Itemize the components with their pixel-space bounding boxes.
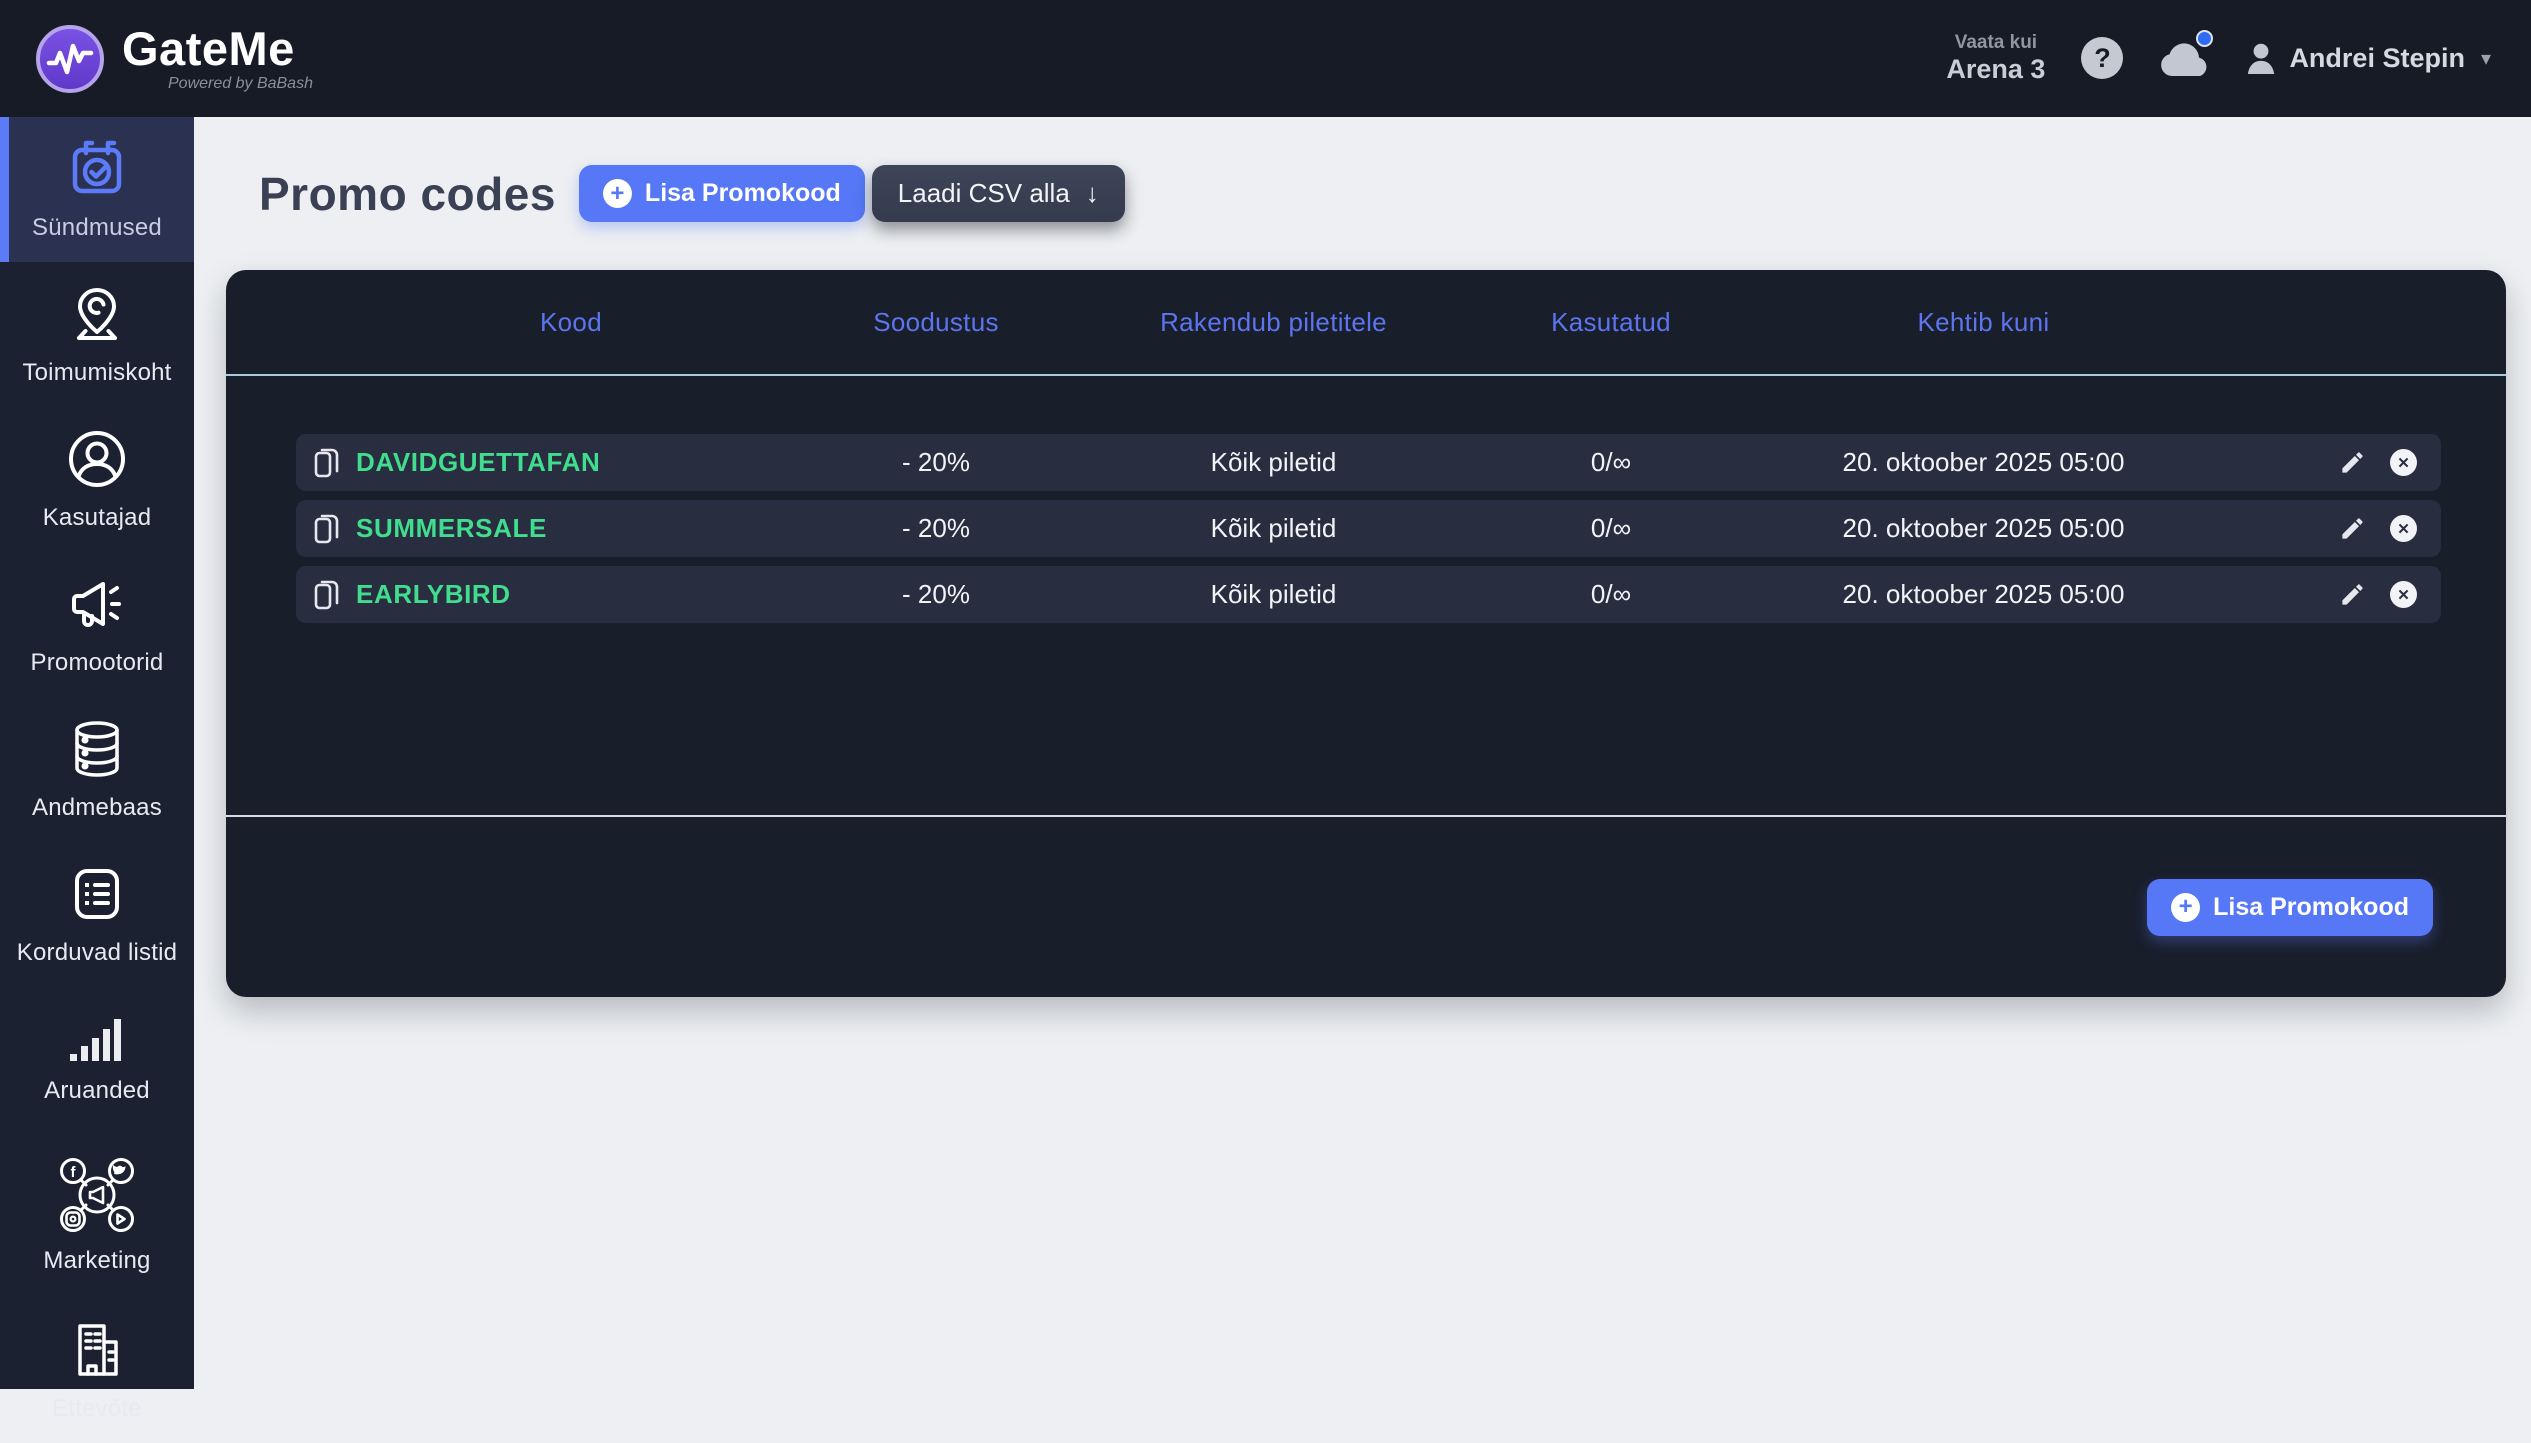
- view-as-value: Arena 3: [1946, 53, 2046, 84]
- promo-used: 0/∞: [1590, 513, 1632, 543]
- download-csv-label: Laadi CSV alla: [897, 178, 1070, 208]
- sidebar-item-label: Sündmused: [32, 214, 162, 241]
- sidebar-item-kasutajad[interactable]: Kasutajad: [0, 407, 194, 552]
- cloud-glyph: [2161, 43, 2207, 77]
- column-header-kehtib: Kehtib kuni: [1917, 306, 2050, 337]
- chevron-down-icon: ▾: [2480, 47, 2491, 70]
- add-promocode-button[interactable]: + Lisa Promokood: [578, 165, 865, 222]
- edit-icon[interactable]: [2339, 515, 2366, 542]
- plus-circle-icon: +: [602, 179, 632, 208]
- calendar-check-icon: [65, 137, 129, 201]
- column-header-rakendub: Rakendub piletitele: [1160, 306, 1387, 337]
- sidebar-item-label: Toimumiskoht: [22, 359, 172, 386]
- close-glyph: ✕: [2397, 454, 2410, 472]
- main-content: Promo codes + Lisa Promokood Laadi CSV a…: [194, 117, 2531, 1389]
- promo-applies: Kõik piletid: [1210, 447, 1337, 477]
- copy-icon[interactable]: [296, 511, 356, 547]
- sidebar: Sündmused Toimumiskoht Kasutajad: [0, 117, 194, 1422]
- edit-icon[interactable]: [2339, 449, 2366, 476]
- user-circle-icon: [65, 427, 129, 491]
- brand-tagline: Powered by BaBash: [168, 75, 313, 92]
- building-icon: [65, 1318, 129, 1382]
- sidebar-item-marketing[interactable]: f Marketing: [0, 1132, 194, 1298]
- promo-valid-until: 20. oktoober 2025 05:00: [1842, 447, 2125, 477]
- column-header-kood: Kood: [540, 306, 602, 337]
- sidebar-item-label: Kasutajad: [42, 504, 152, 531]
- sidebar-item-korduvad-listid[interactable]: Korduvad listid: [0, 842, 194, 987]
- notification-badge: [2196, 30, 2214, 48]
- sidebar-item-label: Marketing: [43, 1246, 151, 1274]
- edit-icon[interactable]: [2339, 581, 2366, 608]
- cloud-sync-icon[interactable]: [2159, 30, 2214, 78]
- sidebar-item-label: Promootorid: [30, 649, 164, 676]
- user-menu[interactable]: Andrei Stepin ▾: [2247, 42, 2491, 75]
- sidebar-item-aruanded[interactable]: Aruanded: [0, 987, 194, 1132]
- footer-divider: [226, 815, 2506, 817]
- sidebar-item-sundmused[interactable]: Sündmused: [0, 117, 194, 262]
- brand-name: GateMe: [122, 22, 295, 75]
- close-glyph: ✕: [2397, 520, 2410, 538]
- close-glyph: ✕: [2397, 586, 2410, 604]
- promo-discount: - 20%: [902, 447, 970, 477]
- sidebar-item-label: Aruanded: [44, 1077, 150, 1104]
- table-row: EARLYBIRD - 20% Kõik piletid 0/∞ 20. okt…: [296, 566, 2441, 623]
- sidebar-item-toimumiskoht[interactable]: Toimumiskoht: [0, 262, 194, 407]
- svg-text:f: f: [71, 1164, 77, 1181]
- column-header-kasutatud: Kasutatud: [1551, 306, 1671, 337]
- add-promocode-label: Lisa Promokood: [2213, 892, 2409, 921]
- user-name: Andrei Stepin: [2289, 42, 2465, 73]
- view-as-label: Vaata kui: [1954, 32, 2038, 54]
- header-divider: [226, 374, 2506, 376]
- table-row: SUMMERSALE - 20% Kõik piletid 0/∞ 20. ok…: [296, 500, 2441, 557]
- promo-applies: Kõik piletid: [1210, 513, 1337, 543]
- download-csv-button[interactable]: Laadi CSV alla ↓: [871, 165, 1125, 222]
- delete-icon[interactable]: ✕: [2390, 581, 2417, 608]
- map-pin-icon: [65, 282, 129, 346]
- table-row: DAVIDGUETTAFAN - 20% Kõik piletid 0/∞ 20…: [296, 434, 2441, 491]
- column-header-soodustus: Soodustus: [873, 306, 999, 337]
- promo-valid-until: 20. oktoober 2025 05:00: [1842, 513, 2125, 543]
- page-title: Promo codes: [259, 167, 556, 220]
- promo-used: 0/∞: [1590, 447, 1632, 477]
- social-network-icon: f: [51, 1156, 143, 1234]
- sidebar-item-label: Korduvad listid: [16, 939, 178, 966]
- add-promocode-label: Lisa Promokood: [644, 179, 841, 207]
- table-footer: + Lisa Promokood: [226, 817, 2506, 997]
- app-logo[interactable]: GateMe Powered by BaBash: [34, 23, 313, 95]
- sidebar-item-andmebaas[interactable]: Andmebaas: [0, 697, 194, 842]
- sidebar-item-label: Ettevõte: [52, 1395, 142, 1422]
- copy-icon[interactable]: [296, 577, 356, 613]
- table-body: DAVIDGUETTAFAN - 20% Kõik piletid 0/∞ 20…: [226, 376, 2506, 815]
- bar-chart-icon: [68, 1014, 126, 1064]
- plus-circle-icon: +: [2171, 892, 2201, 922]
- promo-discount: - 20%: [902, 579, 970, 609]
- table-header-row: Kood Soodustus Rakendub piletitele Kasut…: [226, 270, 2506, 374]
- promo-valid-until: 20. oktoober 2025 05:00: [1842, 579, 2125, 609]
- sidebar-item-ettevote[interactable]: Ettevõte: [0, 1298, 194, 1443]
- view-as-selector[interactable]: Vaata kui Arena 3: [1946, 32, 2045, 85]
- user-icon: [2248, 44, 2275, 75]
- help-icon[interactable]: ?: [2081, 37, 2124, 80]
- megaphone-icon: [65, 572, 129, 636]
- top-bar: GateMe Powered by BaBash Vaata kui Arena…: [0, 0, 2531, 117]
- promo-used: 0/∞: [1590, 579, 1632, 609]
- delete-icon[interactable]: ✕: [2390, 449, 2417, 476]
- promo-discount: - 20%: [902, 513, 970, 543]
- list-icon: [65, 862, 129, 926]
- promocodes-table-card: Kood Soodustus Rakendub piletitele Kasut…: [226, 270, 2506, 997]
- promo-code: EARLYBIRD: [356, 579, 511, 609]
- promo-code: SUMMERSALE: [356, 513, 547, 543]
- delete-icon[interactable]: ✕: [2390, 515, 2417, 542]
- sidebar-item-label: Andmebaas: [32, 794, 162, 821]
- help-glyph: ?: [2094, 42, 2111, 73]
- add-promocode-button-footer[interactable]: + Lisa Promokood: [2147, 878, 2433, 936]
- copy-icon[interactable]: [296, 445, 356, 481]
- database-icon: [65, 717, 129, 781]
- gateme-waveform-icon: [34, 23, 106, 95]
- download-arrow-icon: ↓: [1085, 178, 1099, 208]
- promo-code: DAVIDGUETTAFAN: [356, 447, 601, 477]
- sidebar-item-promootorid[interactable]: Promootorid: [0, 552, 194, 697]
- promo-applies: Kõik piletid: [1210, 579, 1337, 609]
